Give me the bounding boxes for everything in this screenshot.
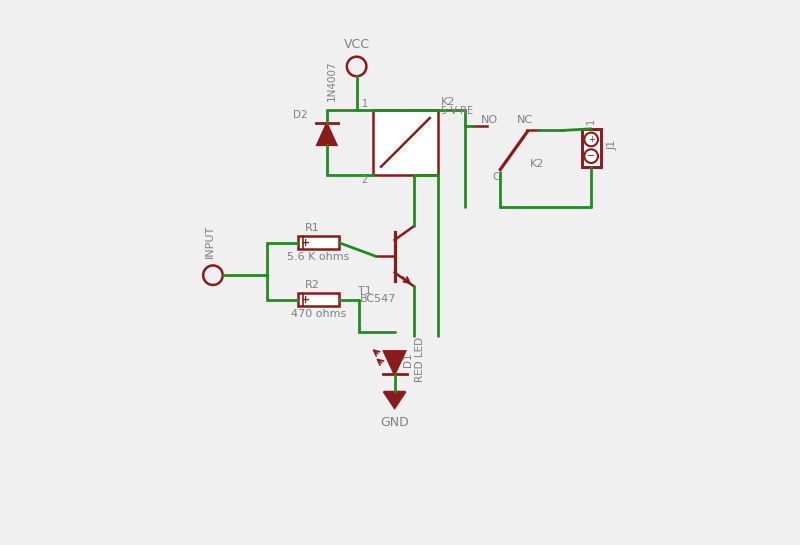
- Text: T1: T1: [358, 286, 372, 296]
- Text: +: +: [588, 135, 594, 144]
- Text: 1: 1: [586, 118, 596, 124]
- Text: R1: R1: [305, 223, 320, 233]
- Text: −: −: [587, 151, 595, 161]
- Text: +: +: [302, 295, 310, 305]
- Text: +: +: [302, 238, 310, 247]
- Bar: [298, 236, 339, 249]
- Text: INPUT: INPUT: [206, 225, 215, 258]
- Text: BC547: BC547: [360, 294, 397, 304]
- Text: NC: NC: [517, 116, 533, 125]
- Text: GND: GND: [380, 416, 409, 429]
- Text: D1: D1: [402, 352, 413, 367]
- Text: NO: NO: [482, 116, 498, 125]
- Text: K2: K2: [530, 159, 545, 169]
- Text: D2: D2: [293, 110, 308, 120]
- Bar: [582, 129, 601, 167]
- Polygon shape: [317, 123, 337, 145]
- Text: 2: 2: [362, 175, 368, 185]
- Text: 1: 1: [362, 99, 368, 109]
- Text: K2: K2: [441, 98, 455, 107]
- Text: 470 ohms: 470 ohms: [291, 309, 346, 319]
- Bar: [373, 110, 438, 175]
- Polygon shape: [384, 351, 406, 374]
- Text: 5.6 K ohms: 5.6 K ohms: [287, 252, 350, 262]
- Text: 1N4007: 1N4007: [327, 60, 338, 101]
- Text: RED LED: RED LED: [415, 337, 425, 382]
- Text: VCC: VCC: [344, 38, 370, 51]
- Text: 5 V RE: 5 V RE: [441, 106, 473, 116]
- Text: C: C: [492, 172, 500, 183]
- Text: J1: J1: [607, 140, 617, 150]
- Text: R2: R2: [305, 280, 320, 290]
- Polygon shape: [384, 392, 406, 408]
- Bar: [298, 293, 339, 306]
